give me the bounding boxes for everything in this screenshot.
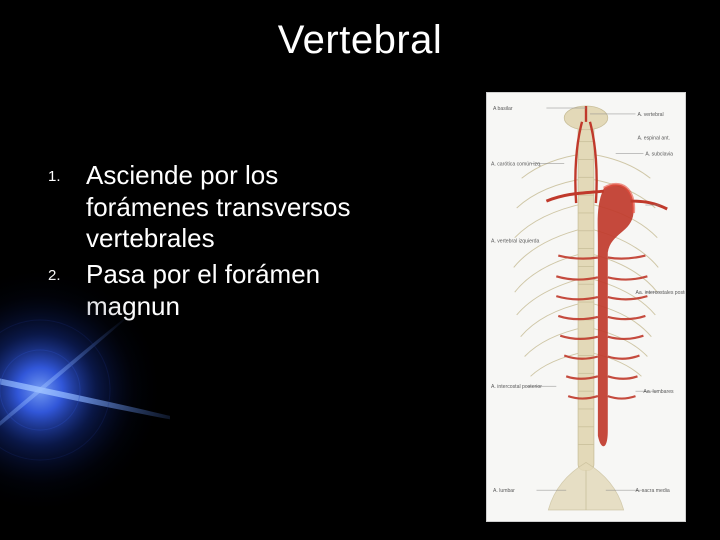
anatomy-label: A basilar [493,106,513,112]
anatomy-label: A. espinal ant. [637,136,669,142]
anatomy-label: A. intercostal posterior [491,384,542,390]
list-text: Pasa por el forámen magnun [86,259,368,322]
anatomy-label: A. carótica común izq. [491,161,541,167]
slide-title: Vertebral [0,18,720,63]
anatomy-label: Aa. intercostales posteriores [636,290,686,296]
anatomy-label: A. vertebral izquierda [491,239,540,245]
anatomy-label: A. sacra media [636,488,670,494]
bullet-list: 1. Asciende por los forámenes transverso… [48,160,368,327]
anatomy-label: A. subclavia [645,152,673,158]
anatomy-label: Aa. lumbares [643,389,674,395]
anatomy-label: A. lumbar [493,488,515,494]
slide: Vertebral 1. Asciende por los forámenes … [0,0,720,540]
anatomy-label: A. vertebral [637,112,663,118]
list-number: 2. [48,259,86,285]
list-item: 2. Pasa por el forámen magnun [48,259,368,322]
anatomy-illustration: A basilar A. vertebral A. espinal ant. A… [486,92,686,522]
list-number: 1. [48,160,86,186]
list-text: Asciende por los forámenes transversos v… [86,160,368,255]
list-item: 1. Asciende por los forámenes transverso… [48,160,368,255]
